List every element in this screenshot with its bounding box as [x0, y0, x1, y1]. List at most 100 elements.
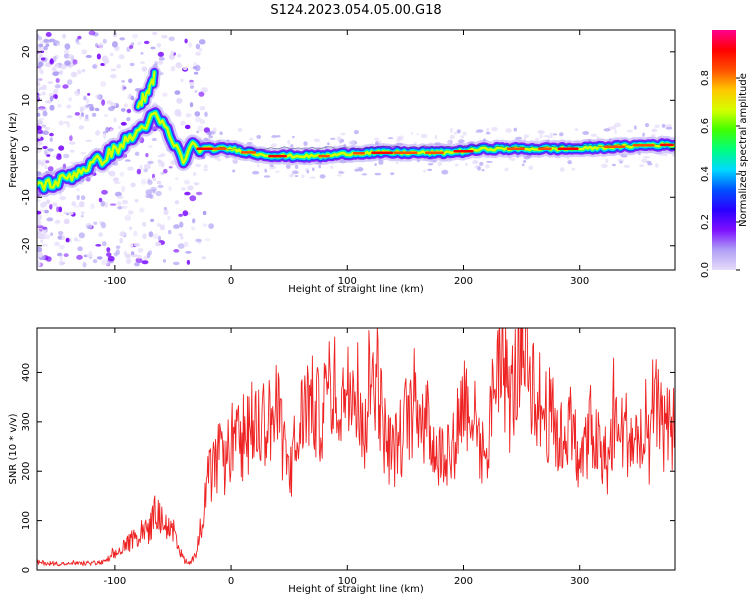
spectrogram-noise-cell	[150, 218, 155, 222]
spectrogram-noise-cell	[107, 255, 115, 262]
spectrogram-x-tick-label: -100	[104, 276, 127, 287]
spectrogram-noise-cell	[38, 233, 46, 238]
spectrogram-noise-cell	[106, 247, 111, 253]
spectrogram-noise-cell	[100, 222, 106, 229]
spectrogram-noise-cell	[509, 157, 516, 161]
spectrogram-noise-cell	[68, 211, 74, 215]
spectrogram-noise-cell	[38, 107, 46, 111]
spectrogram-noise-cell	[179, 221, 184, 228]
spectrogram-noise-cell	[476, 129, 484, 133]
spectrogram-noise-cell	[74, 112, 81, 116]
spectrogram-noise-cell	[654, 124, 660, 129]
spectrogram-image	[37, 30, 675, 268]
spectrogram-noise-cell	[41, 159, 48, 166]
spectrogram-noise-cell	[180, 120, 186, 126]
spectrogram-noise-cell	[44, 209, 49, 214]
spectrogram-noise-cell	[38, 47, 44, 52]
spectrogram-noise-cell	[121, 84, 126, 91]
spectrogram-noise-cell	[64, 43, 71, 50]
spectrogram-noise-cell	[142, 233, 147, 240]
spectrogram-noise-cell	[152, 31, 158, 36]
spectrogram-noise-cell	[193, 71, 199, 75]
spectrogram-noise-cell	[105, 262, 110, 266]
spectrogram-noise-cell	[175, 177, 179, 181]
spectrogram-noise-cell	[173, 249, 180, 253]
spectrogram-noise-cell	[37, 36, 43, 41]
spectrogram-noise-cell	[47, 81, 53, 84]
spectrogram-noise-cell	[184, 191, 191, 196]
spectrogram-noise-cell	[313, 138, 320, 143]
spectrogram-noise-cell	[348, 140, 356, 145]
spectrogram-noise-cell	[196, 191, 203, 196]
spectrogram-noise-cell	[98, 197, 103, 203]
spectrogram-noise-cell	[523, 134, 530, 139]
colorbar-tick-label: 0.4	[700, 166, 711, 182]
spectrogram-noise-cell	[157, 184, 164, 189]
spectrogram-noise-cell	[78, 232, 86, 239]
spectrogram-noise-cell	[199, 105, 206, 111]
spectrogram-noise-cell	[485, 164, 490, 169]
spectrogram-noise-cell	[37, 251, 43, 258]
spectrogram-noise-cell	[141, 66, 148, 72]
spectrogram-noise-cell	[203, 168, 209, 172]
spectrogram-noise-cell	[54, 84, 61, 89]
spectrogram-noise-cell	[37, 199, 41, 202]
spectrogram-noise-cell	[390, 172, 395, 176]
spectrogram-noise-cell	[182, 210, 189, 217]
spectrogram-noise-cell	[39, 53, 43, 58]
spectrogram-noise-cell	[582, 131, 590, 135]
spectrogram-noise-cell	[37, 163, 40, 170]
spectrogram-noise-cell	[49, 132, 54, 137]
spectrogram-noise-cell	[37, 133, 42, 140]
spectrogram-noise-cell	[110, 102, 117, 107]
spectrogram-noise-cell	[175, 62, 182, 69]
spectrogram-noise-cell	[361, 173, 368, 176]
spectrogram-noise-cell	[58, 231, 64, 236]
spectrogram-noise-cell	[85, 114, 89, 120]
spectrogram-noise-cell	[155, 190, 162, 197]
spectrogram-frame	[36, 29, 676, 271]
spectrogram-noise-cell	[160, 153, 166, 157]
spectrogram-noise-cell	[80, 195, 86, 201]
snr-y-axis: 0 100 200 300 400	[21, 363, 675, 573]
spectrogram-noise-cell	[95, 94, 101, 100]
spectrogram-noise-cell	[138, 207, 145, 213]
spectrogram-noise-cell	[523, 160, 527, 163]
colorbar-tick-label: 0.8	[700, 70, 711, 86]
spectrogram-noise-cell	[77, 246, 83, 252]
spectrogram-noise-cell	[37, 214, 42, 221]
spectrogram-noise-cell	[118, 125, 122, 129]
spectrogram-noise-cell	[74, 89, 81, 96]
spectrogram-noise-cell	[465, 162, 468, 167]
spectrogram-noise-cell	[95, 43, 98, 48]
spectrogram-noise-cell	[192, 66, 198, 70]
spectrogram-noise-cell	[180, 78, 184, 83]
spectrogram-noise-cell	[574, 128, 579, 132]
spectrogram-noise-cell	[185, 251, 192, 254]
spectrogram-noise-cell	[100, 81, 107, 87]
spectrogram-noise-cell	[168, 166, 173, 169]
spectrogram-noise-cell	[72, 59, 78, 65]
spectrogram-noise-cell	[491, 126, 498, 132]
spectrogram-noise-cell	[58, 120, 64, 126]
snr-frame	[36, 327, 676, 571]
spectrogram-noise-cell	[208, 135, 213, 139]
spectrogram-noise-cell	[664, 152, 668, 157]
spectrogram-noise-cell	[271, 135, 278, 138]
spectrogram-noise-cell	[105, 126, 109, 134]
spectrogram-noise-cell	[130, 251, 135, 256]
spectrogram-noise-cell	[172, 261, 180, 266]
spectrogram-noise-cell	[41, 124, 47, 128]
spectrogram-noise-cell	[48, 38, 56, 42]
spectrogram-noise-cell	[437, 161, 443, 167]
spectrogram-noise-cell	[62, 33, 67, 39]
spectrogram-noise-cell	[566, 157, 570, 160]
spectrogram-noise-cell	[101, 189, 108, 195]
spectrogram-noise-cell	[163, 209, 169, 216]
spectrogram-noise-cell	[124, 214, 132, 222]
spectrogram-noise-cell	[187, 185, 194, 191]
spectrogram-noise-cell	[55, 78, 60, 83]
spectrogram-noise-cell	[37, 110, 41, 114]
spectrogram-noise-cell	[156, 223, 161, 227]
spectrogram-noise-cell	[74, 205, 80, 208]
